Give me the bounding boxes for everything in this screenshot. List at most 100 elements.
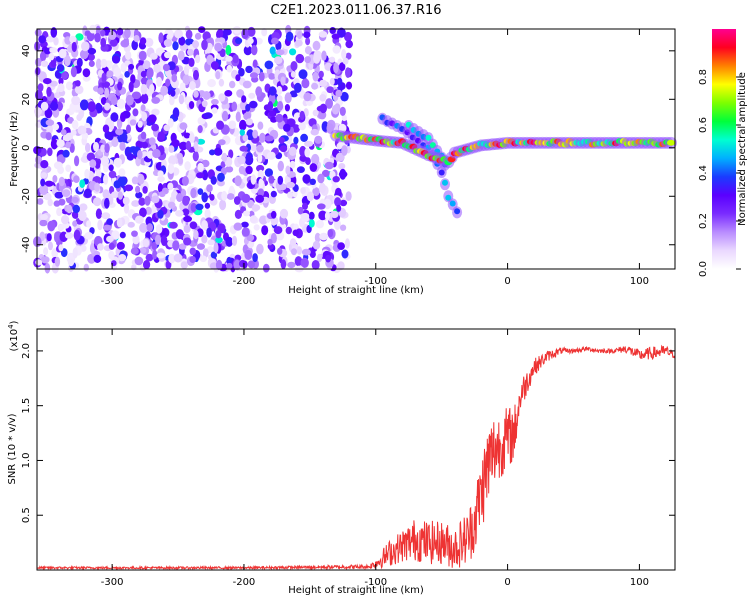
noise-cell: [255, 86, 263, 97]
noise-cell: [139, 247, 147, 254]
noise-cell: [53, 36, 59, 46]
noise-cell: [120, 112, 126, 123]
noise-cell: [143, 260, 151, 270]
y-tick-label: -40: [21, 237, 32, 253]
noise-cell: [340, 224, 347, 231]
noise-cell: [164, 51, 171, 59]
noise-cell: [210, 251, 218, 259]
noise-cell: [284, 104, 290, 112]
noise-cell: [177, 111, 184, 123]
noise-cell: [115, 128, 124, 136]
noise-cell: [238, 165, 245, 175]
noise-cell: [311, 153, 320, 165]
noise-cell: [129, 119, 137, 126]
noise-cell: [56, 154, 66, 164]
noise-cell: [324, 211, 330, 221]
noise-cell: [203, 112, 213, 119]
noise-cell: [47, 198, 53, 207]
noise-cell: [263, 263, 270, 273]
noise-cell: [46, 86, 52, 97]
noise-cell: [283, 123, 291, 132]
noise-cell: [93, 197, 102, 207]
noise-cell: [215, 236, 223, 244]
noise-cell: [58, 48, 67, 59]
signal-cell: [667, 139, 675, 146]
noise-cell: [326, 123, 334, 134]
noise-cell: [167, 182, 174, 191]
noise-cell: [103, 174, 109, 185]
noise-cell: [233, 259, 241, 271]
noise-cell: [304, 46, 312, 55]
noise-cell: [176, 193, 183, 202]
noise-cell: [309, 163, 318, 172]
noise-cell: [264, 60, 274, 70]
noise-cell: [79, 99, 89, 111]
noise-cell: [89, 243, 96, 254]
noise-cell: [128, 81, 134, 93]
noise-cell: [213, 147, 223, 156]
noise-cell: [37, 83, 44, 92]
noise-cell: [73, 229, 81, 241]
noise-cell: [104, 197, 110, 209]
noise-cell: [304, 56, 312, 64]
noise-cell: [117, 191, 123, 200]
noise-cell: [329, 27, 337, 34]
noise-cell: [317, 173, 325, 184]
noise-cell: [218, 78, 225, 87]
noise-cell: [180, 261, 188, 269]
noise-cell: [65, 141, 71, 149]
noise-cell: [35, 121, 42, 128]
noise-cell: [69, 143, 75, 153]
noise-cell: [82, 75, 91, 82]
noise-cell: [206, 184, 213, 193]
noise-cell: [113, 157, 123, 167]
noise-cell: [69, 35, 77, 44]
noise-cell: [100, 144, 106, 153]
x-tick-label: 0: [504, 577, 510, 588]
noise-cell: [274, 56, 283, 65]
noise-cell: [277, 175, 284, 185]
noise-cell: [56, 64, 65, 72]
noise-cell: [336, 77, 343, 86]
noise-cell: [47, 220, 56, 232]
noise-cell: [340, 91, 349, 102]
noise-cell: [331, 104, 340, 115]
noise-cell: [284, 92, 292, 104]
noise-cell: [279, 208, 289, 219]
noise-cell: [273, 226, 283, 235]
noise-cell: [338, 163, 346, 170]
noise-cell: [119, 132, 128, 143]
noise-cell: [52, 175, 58, 183]
noise-cell: [146, 223, 153, 232]
noise-cell: [264, 135, 274, 142]
noise-cell: [178, 243, 187, 250]
noise-cell: [221, 190, 228, 201]
noise-cell: [209, 194, 215, 201]
y-tick-label: -20: [21, 188, 32, 204]
noise-cell: [158, 191, 166, 198]
noise-cell: [74, 85, 84, 95]
noise-cell: [221, 110, 229, 122]
noise-cell: [300, 187, 306, 195]
noise-cell: [157, 183, 163, 193]
noise-cell: [160, 235, 168, 247]
noise-cell: [345, 191, 352, 202]
noise-cell: [250, 44, 258, 56]
noise-cell: [294, 82, 302, 93]
noise-cell: [192, 151, 199, 162]
signal-cell: [454, 208, 461, 215]
noise-cell: [270, 210, 277, 219]
noise-cell: [157, 170, 164, 178]
noise-cell: [245, 65, 253, 74]
y-tick-label: 1.0: [21, 453, 32, 469]
snr-scale-label: (x104): [7, 320, 20, 351]
noise-cell: [229, 80, 236, 89]
noise-cell: [280, 259, 287, 270]
noise-cell: [148, 137, 156, 146]
noise-cell: [151, 241, 158, 251]
noise-cell: [168, 253, 176, 264]
noise-cell: [45, 119, 55, 126]
noise-cell: [235, 74, 241, 82]
noise-cell: [193, 229, 199, 240]
